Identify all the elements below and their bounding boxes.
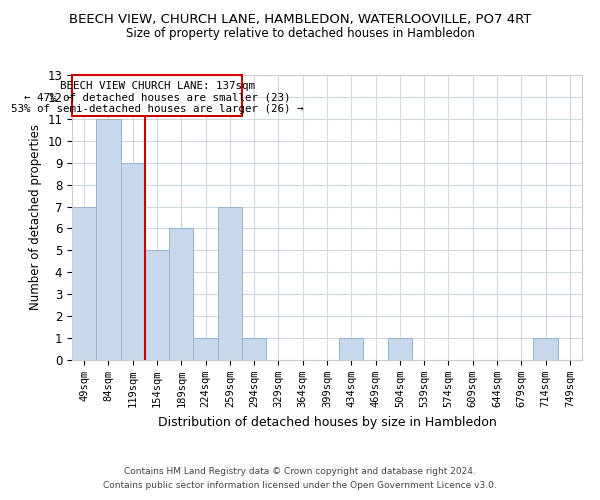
Text: BEECH VIEW, CHURCH LANE, HAMBLEDON, WATERLOOVILLE, PO7 4RT: BEECH VIEW, CHURCH LANE, HAMBLEDON, WATE… (69, 12, 531, 26)
Text: ← 47% of detached houses are smaller (23): ← 47% of detached houses are smaller (23… (24, 92, 290, 102)
Text: BEECH VIEW CHURCH LANE: 137sqm: BEECH VIEW CHURCH LANE: 137sqm (59, 81, 254, 91)
Bar (193, 338, 218, 360)
Bar (145, 250, 169, 360)
Bar (388, 338, 412, 360)
Bar (533, 338, 558, 360)
Bar (72, 206, 96, 360)
Bar (121, 162, 145, 360)
Text: Size of property relative to detached houses in Hambledon: Size of property relative to detached ho… (125, 28, 475, 40)
Text: Contains HM Land Registry data © Crown copyright and database right 2024.: Contains HM Land Registry data © Crown c… (124, 467, 476, 476)
Y-axis label: Number of detached properties: Number of detached properties (29, 124, 42, 310)
Bar (242, 338, 266, 360)
Bar (169, 228, 193, 360)
Bar (96, 119, 121, 360)
Bar (218, 206, 242, 360)
FancyBboxPatch shape (72, 75, 242, 116)
Bar (339, 338, 364, 360)
X-axis label: Distribution of detached houses by size in Hambledon: Distribution of detached houses by size … (158, 416, 496, 428)
Text: Contains public sector information licensed under the Open Government Licence v3: Contains public sector information licen… (103, 481, 497, 490)
Text: 53% of semi-detached houses are larger (26) →: 53% of semi-detached houses are larger (… (11, 104, 303, 114)
